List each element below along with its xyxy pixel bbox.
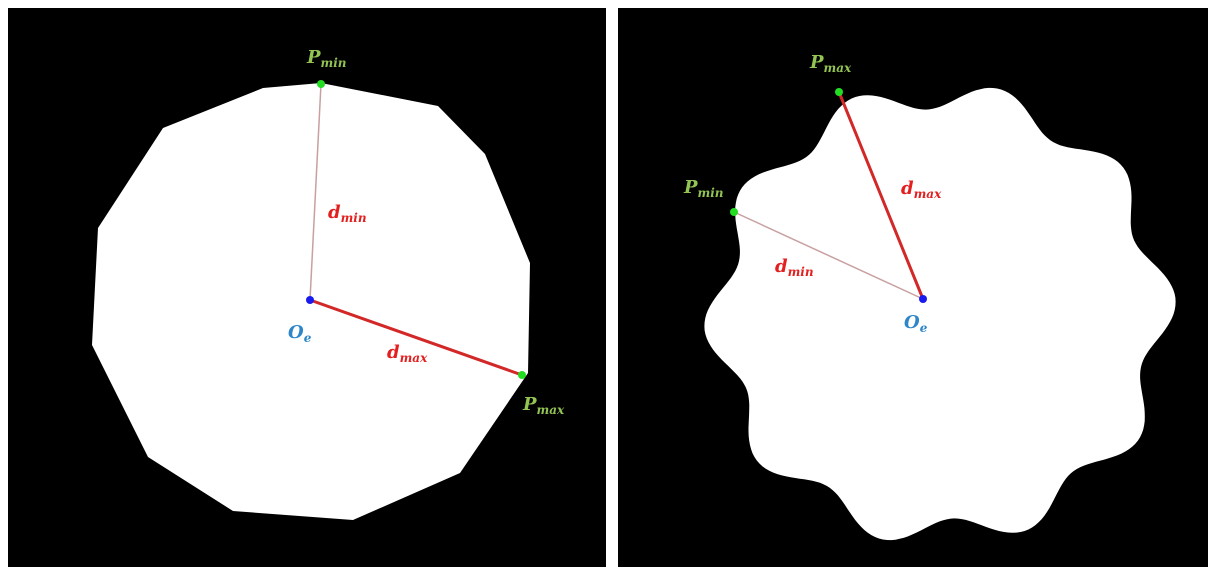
- right-panel: Pmax Pmin dmax dmin Oe: [618, 8, 1208, 567]
- d-min-line: [733, 211, 924, 300]
- left-diagram: Pmin dmin Oe dmax Pmax: [92, 47, 565, 520]
- wavy-shape: [704, 87, 1176, 541]
- p-max-point: [518, 371, 526, 379]
- center-point: [919, 295, 927, 303]
- center-point: [306, 296, 314, 304]
- d-max-label: dmax: [387, 342, 428, 365]
- d-min-label: dmin: [775, 256, 814, 279]
- d-max-label: dmax: [901, 178, 942, 201]
- left-panel: Pmin dmin Oe dmax Pmax: [8, 8, 606, 567]
- d-max-line: [837, 91, 925, 300]
- center-label: Oe: [288, 322, 312, 345]
- d-max-line: [309, 298, 523, 377]
- p-min-label: Pmin: [306, 47, 347, 70]
- d-min-line: [309, 83, 322, 301]
- d-min-label: dmin: [328, 202, 367, 225]
- p-max-label: Pmax: [809, 52, 852, 75]
- right-diagram: Pmax Pmin dmax dmin Oe: [683, 52, 1176, 541]
- p-min-point: [317, 80, 325, 88]
- center-label: Oe: [904, 312, 928, 335]
- p-min-point: [730, 208, 738, 216]
- p-min-label: Pmin: [683, 177, 724, 200]
- p-max-label: Pmax: [522, 394, 565, 417]
- p-max-point: [835, 88, 843, 96]
